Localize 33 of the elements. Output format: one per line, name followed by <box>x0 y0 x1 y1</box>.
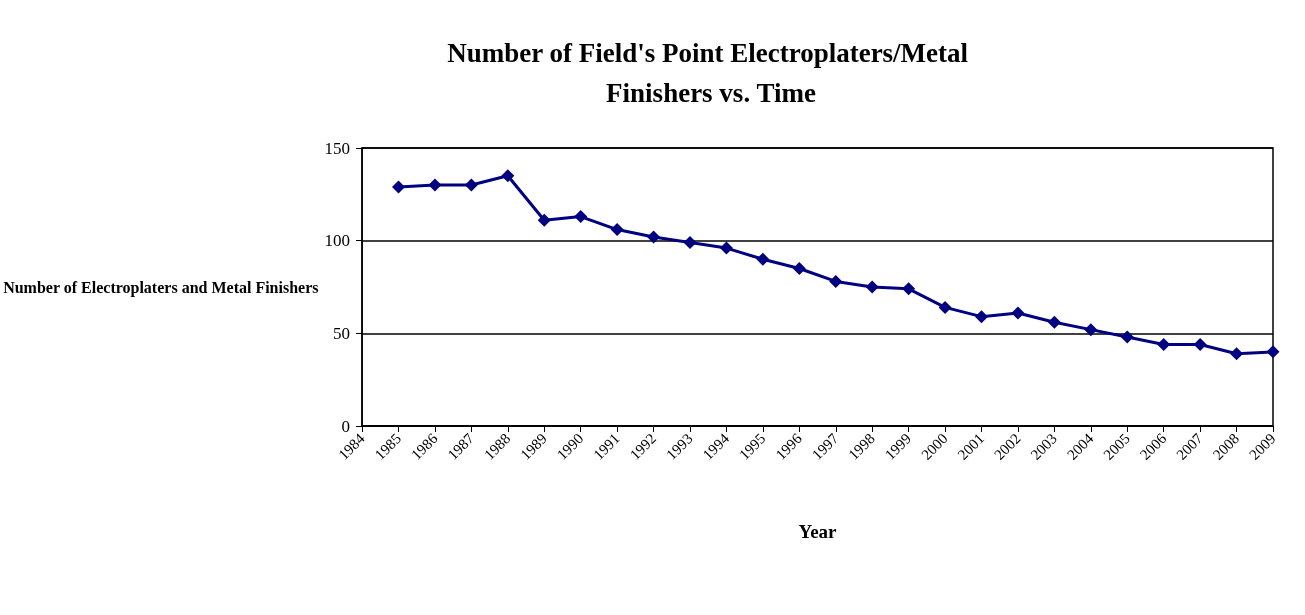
point <box>574 210 588 224</box>
point <box>1193 337 1207 351</box>
point <box>1047 315 1061 329</box>
point <box>1266 345 1280 359</box>
point <box>756 252 770 266</box>
y-axis-title: Number of Electroplaters and Metal Finishers <box>3 278 319 297</box>
point <box>647 230 661 244</box>
point <box>464 178 478 192</box>
point <box>938 300 952 314</box>
point <box>537 213 551 227</box>
y-tick-label: 0 <box>341 416 351 436</box>
point <box>865 280 879 294</box>
point <box>1120 330 1134 344</box>
point <box>428 178 442 192</box>
y-tick-label: 150 <box>324 138 351 158</box>
point <box>1230 347 1244 361</box>
point <box>975 310 988 324</box>
point <box>1157 337 1171 351</box>
y-tick-label: 50 <box>333 323 351 343</box>
x-axis-title: Year <box>798 521 838 542</box>
y-tick-label: 100 <box>324 231 351 251</box>
point <box>501 169 515 183</box>
point <box>1084 323 1098 337</box>
chart-title: Number of Field's Point Electroplaters/Metal Finishers vs. Time <box>447 38 975 108</box>
point <box>902 282 916 296</box>
point <box>1011 306 1025 320</box>
point <box>392 180 405 194</box>
point <box>829 274 843 288</box>
point <box>683 236 697 250</box>
x-tick-label: 2001 <box>954 430 988 463</box>
point <box>792 261 806 275</box>
point <box>719 241 733 255</box>
point <box>610 223 624 237</box>
